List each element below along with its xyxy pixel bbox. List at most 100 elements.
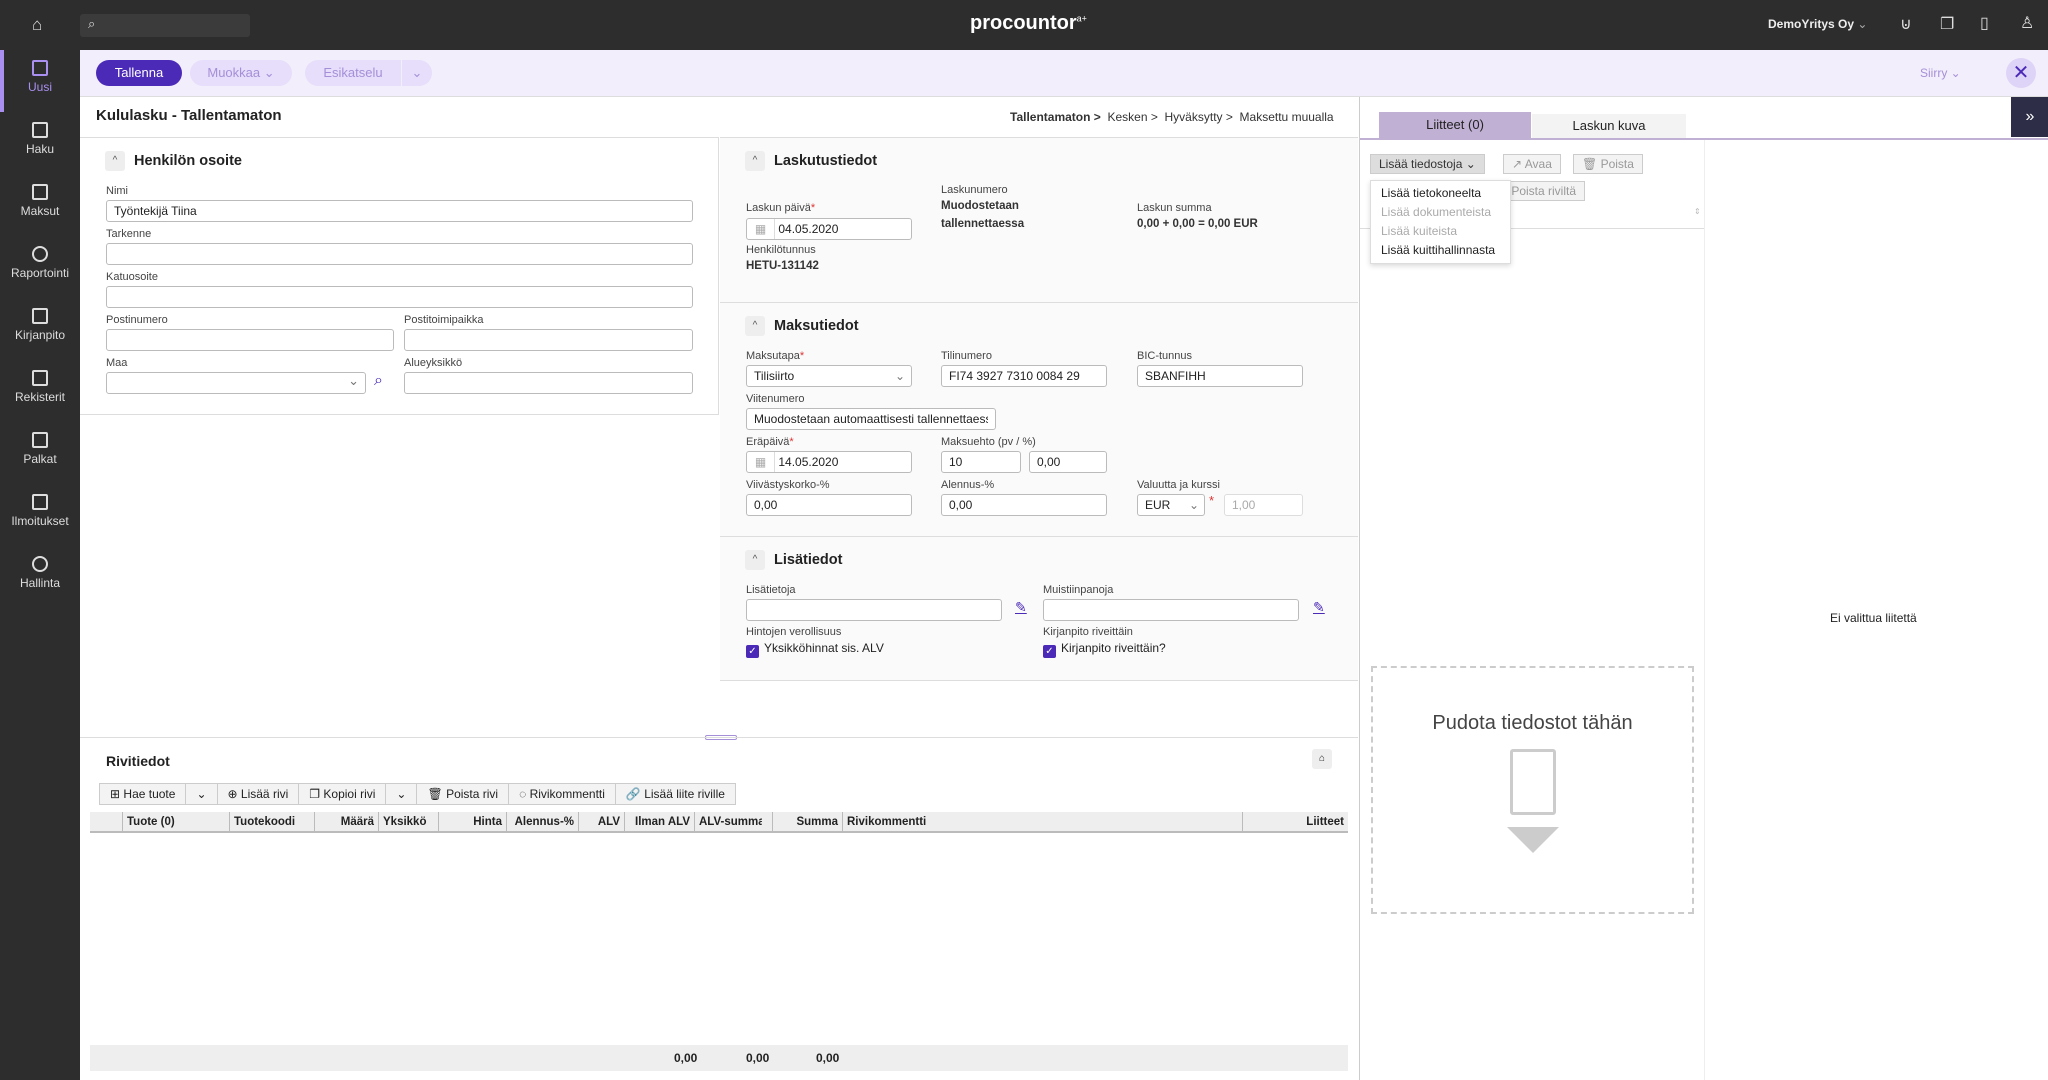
rows-checkbox[interactable]: ✓ Kirjanpito riveittäin? [1043, 641, 1166, 658]
drop-zone[interactable]: Pudota tiedostot tähän [1371, 666, 1694, 914]
home-icon[interactable]: ⌂ [32, 15, 43, 34]
bic-field[interactable] [1137, 365, 1303, 387]
search-icon[interactable]: ⌕ [374, 372, 383, 389]
due-date-field[interactable]: ▦ 14.05.2020 [746, 451, 912, 473]
payment-section: ^ Maksutiedot Maksutapa* Tilisiirto ⌄ Til… [720, 303, 1358, 537]
field-label: Henkilötunnus [746, 244, 816, 256]
column-header[interactable]: Liitteet [1242, 812, 1348, 832]
copy-icon: ❐ [309, 787, 321, 801]
sidebar-item-label: Palkat [23, 452, 57, 466]
import-icon: ⊞ [110, 787, 121, 801]
sidebar-item-hallinta[interactable]: Hallinta [0, 546, 80, 608]
expand-pane-button[interactable]: » [2011, 97, 2048, 137]
document-clip-icon [1509, 749, 1556, 815]
add-row-button[interactable]: ⊕ Lisää rivi [218, 784, 300, 804]
sidebar-item-palkat[interactable]: Palkat [0, 422, 80, 484]
pie-chart-icon [32, 246, 48, 262]
preview-dropdown-button[interactable]: ⌄ [402, 60, 432, 86]
column-header[interactable]: Tuote (0) [122, 812, 222, 832]
sidebar-item-maksut[interactable]: Maksut [0, 174, 80, 236]
extra-field[interactable] [106, 243, 693, 265]
column-header[interactable]: ALV-summa [694, 812, 762, 832]
column-header[interactable]: ALV [578, 812, 624, 832]
account-number-field[interactable] [941, 365, 1107, 387]
info-field[interactable] [746, 599, 1002, 621]
column-header[interactable]: Alennus-% [506, 812, 578, 832]
document-icon[interactable]: ▯ [1980, 15, 1989, 32]
postal-code-field[interactable] [106, 329, 394, 351]
basket-icon[interactable]: ⊍ [1900, 16, 1912, 33]
terms-days-field[interactable] [941, 451, 1021, 473]
tab-attachments[interactable]: Liitteet (0) [1379, 112, 1531, 138]
menu-item-from-receipt-management[interactable]: Lisää kuittihallinnasta [1381, 243, 1496, 257]
edit-pencil-icon[interactable]: ✎ [1313, 599, 1325, 615]
region-field[interactable] [404, 372, 693, 394]
discount-field[interactable] [941, 494, 1107, 516]
scroll-icon [32, 432, 48, 448]
column-header[interactable]: Yksikkö [378, 812, 438, 832]
column-header[interactable]: Summa [772, 812, 842, 832]
collapse-icon[interactable]: ^ [745, 151, 765, 171]
add-files-button[interactable]: Lisää tiedostoja ⌄ [1370, 154, 1485, 174]
copy-row-dropdown[interactable]: ⌄ [386, 784, 418, 804]
sidebar-item-kirjanpito[interactable]: Kirjanpito [0, 298, 80, 360]
country-select[interactable]: ⌄ [106, 372, 366, 394]
user-icon[interactable]: ♙ [2020, 15, 2035, 32]
search-input[interactable]: ⌕ [80, 14, 250, 37]
add-row-attachment-button[interactable]: 🔗 Lisää liite riville [625, 787, 725, 801]
windows-icon[interactable]: ❐ [1940, 16, 1955, 33]
name-field[interactable] [106, 200, 693, 222]
rows-table-footer: 0,00 0,00 0,00 [90, 1045, 1348, 1071]
company-selector[interactable]: DemoYritys Oy ⌄ [1768, 17, 1868, 31]
ssn-value: HETU-131142 [746, 260, 819, 272]
copy-row-button[interactable]: ❐ Kopioi rivi [299, 784, 387, 804]
tab-invoice-image[interactable]: Laskun kuva [1532, 114, 1686, 138]
preview-button[interactable]: Esikatselu [305, 60, 401, 86]
currency-select[interactable]: EUR ⌄ [1137, 494, 1205, 516]
open-button[interactable]: ↗ Avaa [1503, 154, 1561, 174]
column-header[interactable]: Hinta [438, 812, 506, 832]
row-comment-button[interactable]: ◌ Rivikommentti [509, 784, 616, 804]
reference-field[interactable] [746, 408, 996, 430]
close-button[interactable]: ✕ [2006, 58, 2036, 88]
column-header[interactable]: Määrä [314, 812, 378, 832]
sidebar-item-haku[interactable]: Haku [0, 112, 80, 174]
tax-checkbox[interactable]: ✓ Yksikköhinnat sis. ALV [746, 641, 884, 658]
edit-button[interactable]: Muokkaa ⌄ [190, 60, 292, 86]
fetch-product-dropdown[interactable]: ⌄ [186, 784, 218, 804]
sidebar-item-ilmoitukset[interactable]: Ilmoitukset [0, 484, 80, 546]
column-header[interactable]: Tuotekoodi [229, 812, 314, 832]
terms-percent-field[interactable] [1029, 451, 1107, 473]
column-header[interactable]: Rivikommentti [842, 812, 1242, 832]
save-button[interactable]: Tallenna [96, 60, 182, 86]
section-title: Laskutustiedot [774, 153, 878, 169]
invoice-sum: 0,00 + 0,00 = 0,00 EUR [1137, 218, 1258, 230]
delete-button[interactable]: 🗑 Poista [1573, 154, 1643, 174]
city-field[interactable] [404, 329, 693, 351]
notes-field[interactable] [1043, 599, 1299, 621]
collapse-icon[interactable]: ^ [105, 151, 125, 171]
fetch-product-button[interactable]: ⊞ Hae tuote [100, 784, 187, 804]
chevron-down-icon: ⌄ [348, 373, 359, 388]
collapse-icon[interactable]: ^ [745, 550, 765, 570]
goto-menu[interactable]: Siirry ⌄ [1920, 66, 1961, 80]
menu-item-from-computer[interactable]: Lisää tietokoneelta [1381, 186, 1482, 200]
lock-icon-button[interactable]: ⌂ [1312, 749, 1332, 769]
edit-pencil-icon[interactable]: ✎ [1015, 599, 1027, 615]
field-label: Valuutta ja kurssi [1137, 479, 1220, 491]
sidebar-item-label: Kirjanpito [14, 328, 66, 342]
invoice-date-field[interactable]: ▦ 04.05.2020 [746, 218, 912, 240]
column-header[interactable]: Ilman ALV [624, 812, 694, 832]
sidebar-item-raportointi[interactable]: Raportointi [0, 236, 80, 298]
total-vat: 0,00 [746, 1051, 770, 1065]
sidebar-item-rekisterit[interactable]: Rekisterit [0, 360, 80, 422]
address-section: ^ Henkilön osoite Nimi Tarkenne Katuosoi… [80, 137, 719, 415]
sidebar-item-uusi[interactable]: Uusi [0, 50, 80, 112]
remove-from-row-button[interactable]: Poista riviltä [1500, 181, 1585, 201]
delete-row-button[interactable]: 🗑 Poista rivi [417, 784, 510, 804]
interest-field[interactable] [746, 494, 912, 516]
payment-method-select[interactable]: Tilisiirto ⌄ [746, 365, 912, 387]
sort-icon[interactable]: ⇕ [1694, 207, 1701, 216]
collapse-icon[interactable]: ^ [745, 316, 765, 336]
street-field[interactable] [106, 286, 693, 308]
